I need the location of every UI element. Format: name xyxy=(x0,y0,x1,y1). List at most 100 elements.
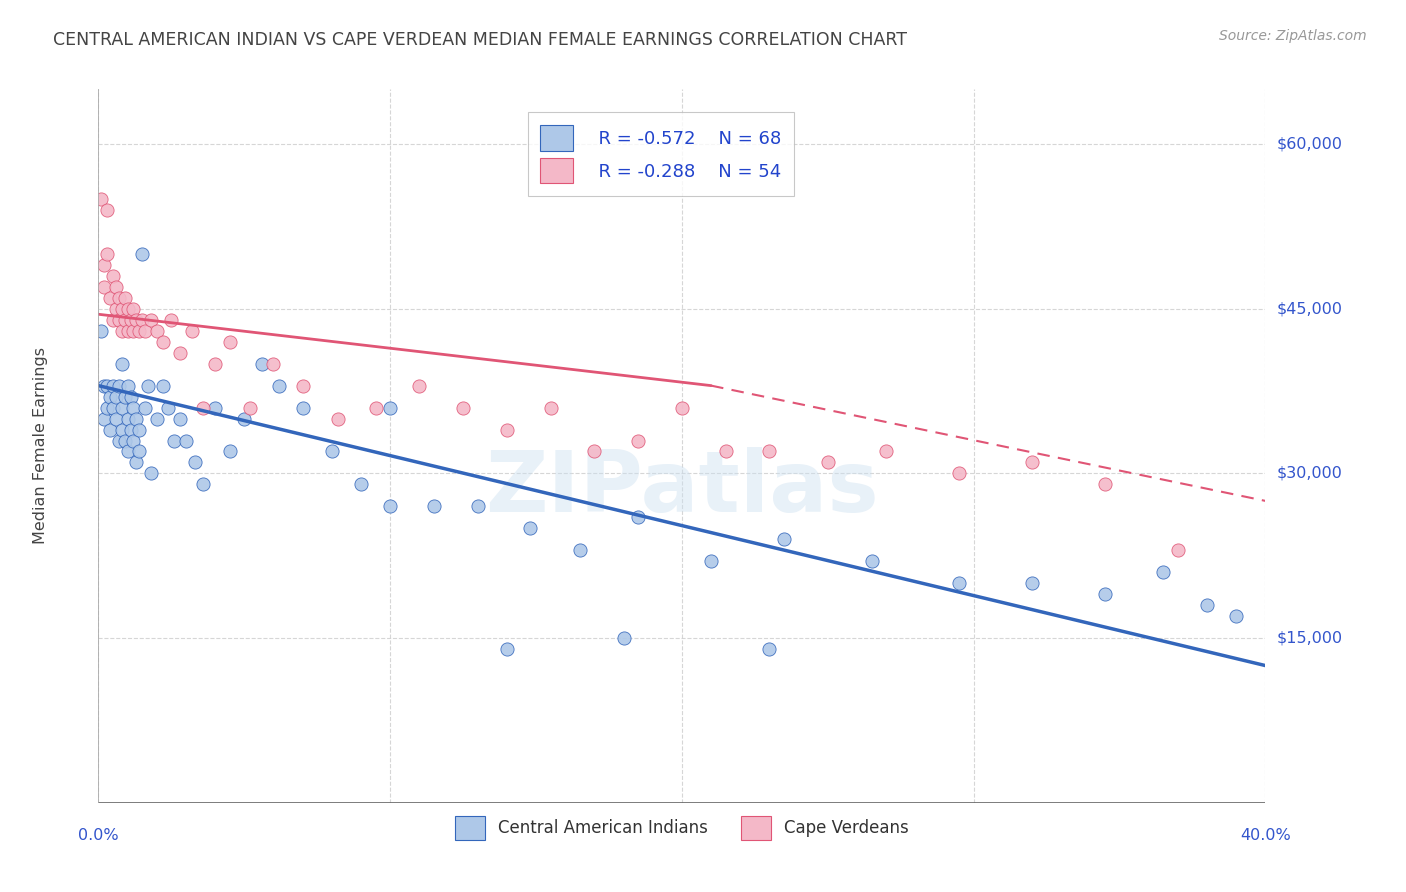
Point xyxy=(96,401,118,415)
Point xyxy=(96,378,118,392)
Point xyxy=(128,324,150,338)
Point xyxy=(125,312,148,326)
Point xyxy=(114,390,136,404)
Point xyxy=(108,312,131,326)
Point xyxy=(98,390,121,404)
Point xyxy=(1094,477,1116,491)
Point xyxy=(146,324,169,338)
Point xyxy=(380,401,402,415)
Point xyxy=(671,401,693,415)
Point xyxy=(218,444,240,458)
Point xyxy=(174,434,197,448)
Point xyxy=(1152,566,1174,580)
Point xyxy=(108,434,131,448)
Point xyxy=(250,357,273,371)
Point xyxy=(125,411,148,425)
Point xyxy=(160,312,183,326)
Point xyxy=(233,411,256,425)
Point xyxy=(93,280,115,294)
Point xyxy=(204,401,226,415)
Text: 0.0%: 0.0% xyxy=(79,828,118,843)
Point xyxy=(758,444,780,458)
Point xyxy=(131,312,153,326)
Point xyxy=(1225,609,1247,624)
Point xyxy=(120,390,142,404)
Point xyxy=(180,324,202,338)
Point xyxy=(108,291,131,305)
Point xyxy=(204,357,226,371)
Point xyxy=(117,444,139,458)
Point xyxy=(93,258,115,272)
Point xyxy=(114,434,136,448)
Point xyxy=(122,401,145,415)
Point xyxy=(1167,543,1189,558)
Point xyxy=(125,455,148,469)
Point xyxy=(120,423,142,437)
Point xyxy=(101,378,124,392)
Point xyxy=(467,500,489,514)
Point xyxy=(120,312,142,326)
Point xyxy=(291,401,314,415)
Point xyxy=(540,401,562,415)
Point xyxy=(139,467,162,481)
Point xyxy=(96,202,118,217)
Point xyxy=(860,554,883,568)
Point xyxy=(496,423,519,437)
Point xyxy=(134,324,156,338)
Point xyxy=(948,467,970,481)
Point xyxy=(239,401,262,415)
Point xyxy=(627,434,650,448)
Point xyxy=(948,576,970,591)
Point xyxy=(875,444,897,458)
Point xyxy=(423,500,446,514)
Point xyxy=(364,401,387,415)
Point xyxy=(136,378,159,392)
Point xyxy=(122,324,145,338)
Text: 40.0%: 40.0% xyxy=(1240,828,1291,843)
Point xyxy=(612,631,634,645)
Point xyxy=(758,642,780,657)
Point xyxy=(111,357,134,371)
Point xyxy=(321,444,343,458)
Text: ZIPatlas: ZIPatlas xyxy=(485,447,879,531)
Point xyxy=(183,455,205,469)
Point xyxy=(90,324,112,338)
Point xyxy=(1021,455,1043,469)
Point xyxy=(104,390,127,404)
Point xyxy=(291,378,314,392)
Point xyxy=(496,642,519,657)
Point xyxy=(134,401,156,415)
Point xyxy=(122,301,145,316)
Point xyxy=(101,401,124,415)
Point xyxy=(627,510,650,524)
Point xyxy=(111,324,134,338)
Point xyxy=(583,444,606,458)
Text: $60,000: $60,000 xyxy=(1277,136,1343,152)
Point xyxy=(1021,576,1043,591)
Point xyxy=(408,378,430,392)
Point xyxy=(1094,587,1116,601)
Point xyxy=(117,301,139,316)
Point xyxy=(152,378,174,392)
Point xyxy=(114,312,136,326)
Point xyxy=(96,247,118,261)
Text: $15,000: $15,000 xyxy=(1277,631,1343,646)
Text: $30,000: $30,000 xyxy=(1277,466,1343,481)
Point xyxy=(714,444,737,458)
Text: Median Female Earnings: Median Female Earnings xyxy=(32,348,48,544)
Point xyxy=(380,500,402,514)
Point xyxy=(111,423,134,437)
Point xyxy=(773,533,796,547)
Point xyxy=(163,434,186,448)
Text: CENTRAL AMERICAN INDIAN VS CAPE VERDEAN MEDIAN FEMALE EARNINGS CORRELATION CHART: CENTRAL AMERICAN INDIAN VS CAPE VERDEAN … xyxy=(53,31,907,49)
Point xyxy=(350,477,373,491)
Point xyxy=(104,280,127,294)
Point xyxy=(104,301,127,316)
Point xyxy=(269,378,291,392)
Point xyxy=(700,554,723,568)
Point xyxy=(117,378,139,392)
Point xyxy=(146,411,169,425)
Point xyxy=(519,521,541,535)
Point xyxy=(262,357,284,371)
Point xyxy=(122,434,145,448)
